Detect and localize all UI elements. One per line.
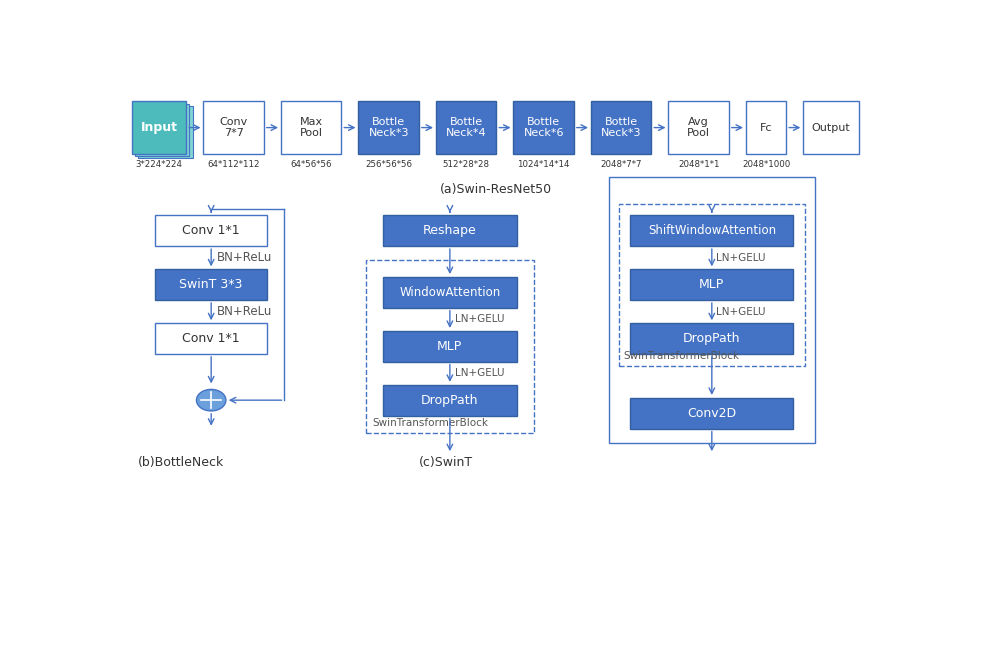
FancyBboxPatch shape	[435, 101, 496, 154]
Text: 2048*1000: 2048*1000	[742, 160, 789, 169]
FancyBboxPatch shape	[630, 215, 792, 246]
Text: Max
Pool: Max Pool	[299, 117, 322, 138]
FancyBboxPatch shape	[383, 215, 516, 246]
Text: (c)SwinT: (c)SwinT	[418, 455, 472, 469]
Text: Avg
Pool: Avg Pool	[687, 117, 710, 138]
FancyBboxPatch shape	[155, 323, 267, 354]
Text: 64*112*112: 64*112*112	[207, 160, 259, 169]
Text: Bottle
Neck*6: Bottle Neck*6	[523, 117, 564, 138]
Text: SwinTransformerBlock: SwinTransformerBlock	[372, 418, 488, 428]
Text: MLP: MLP	[699, 278, 724, 291]
Text: Conv
7*7: Conv 7*7	[220, 117, 248, 138]
Text: 512*28*28: 512*28*28	[442, 160, 489, 169]
Text: Input: Input	[140, 121, 178, 134]
Text: LN+GELU: LN+GELU	[716, 306, 765, 316]
FancyBboxPatch shape	[668, 101, 729, 154]
FancyBboxPatch shape	[138, 106, 193, 158]
Text: Fc: Fc	[759, 123, 771, 132]
FancyBboxPatch shape	[155, 270, 267, 300]
Text: SwinTransformerBlock: SwinTransformerBlock	[623, 351, 739, 361]
Text: LN+GELU: LN+GELU	[454, 368, 504, 378]
Text: SwinT 3*3: SwinT 3*3	[179, 278, 243, 291]
Text: 2048*7*7: 2048*7*7	[599, 160, 641, 169]
FancyBboxPatch shape	[132, 101, 186, 154]
FancyBboxPatch shape	[746, 101, 785, 154]
Text: WindowAttention: WindowAttention	[399, 286, 500, 299]
Text: (a)Swin-ResNet50: (a)Swin-ResNet50	[439, 183, 551, 196]
FancyBboxPatch shape	[358, 101, 418, 154]
Text: Conv 1*1: Conv 1*1	[182, 224, 240, 237]
Text: MLP: MLP	[436, 340, 462, 353]
Text: BN+ReLu: BN+ReLu	[217, 251, 272, 264]
Text: (b)BottleNeck: (b)BottleNeck	[138, 455, 225, 469]
Text: BN+ReLu: BN+ReLu	[217, 305, 272, 318]
Text: ShiftWindowAttention: ShiftWindowAttention	[647, 224, 775, 237]
Ellipse shape	[196, 389, 226, 411]
Text: 2048*1*1: 2048*1*1	[677, 160, 719, 169]
Text: 1024*14*14: 1024*14*14	[517, 160, 570, 169]
Text: LN+GELU: LN+GELU	[716, 252, 765, 263]
FancyBboxPatch shape	[630, 270, 792, 300]
FancyBboxPatch shape	[802, 101, 858, 154]
Text: Bottle
Neck*4: Bottle Neck*4	[445, 117, 486, 138]
FancyBboxPatch shape	[203, 101, 263, 154]
Text: DropPath: DropPath	[683, 332, 740, 345]
FancyBboxPatch shape	[135, 103, 189, 156]
Text: 64*56*56: 64*56*56	[290, 160, 332, 169]
Text: Conv 1*1: Conv 1*1	[182, 332, 240, 345]
Text: 3*224*224: 3*224*224	[135, 160, 183, 169]
Text: Output: Output	[811, 123, 850, 132]
FancyBboxPatch shape	[280, 101, 341, 154]
Text: Bottle
Neck*3: Bottle Neck*3	[368, 117, 409, 138]
FancyBboxPatch shape	[513, 101, 574, 154]
FancyBboxPatch shape	[383, 385, 516, 416]
FancyBboxPatch shape	[590, 101, 651, 154]
Text: Conv2D: Conv2D	[687, 407, 736, 420]
Text: DropPath: DropPath	[420, 393, 478, 407]
FancyBboxPatch shape	[630, 323, 792, 354]
FancyBboxPatch shape	[383, 331, 516, 362]
FancyBboxPatch shape	[630, 398, 792, 428]
Text: Bottle
Neck*3: Bottle Neck*3	[600, 117, 641, 138]
Text: 256*56*56: 256*56*56	[365, 160, 412, 169]
Text: LN+GELU: LN+GELU	[454, 314, 504, 324]
Text: Reshape: Reshape	[422, 224, 476, 237]
FancyBboxPatch shape	[155, 215, 267, 246]
FancyBboxPatch shape	[383, 277, 516, 308]
